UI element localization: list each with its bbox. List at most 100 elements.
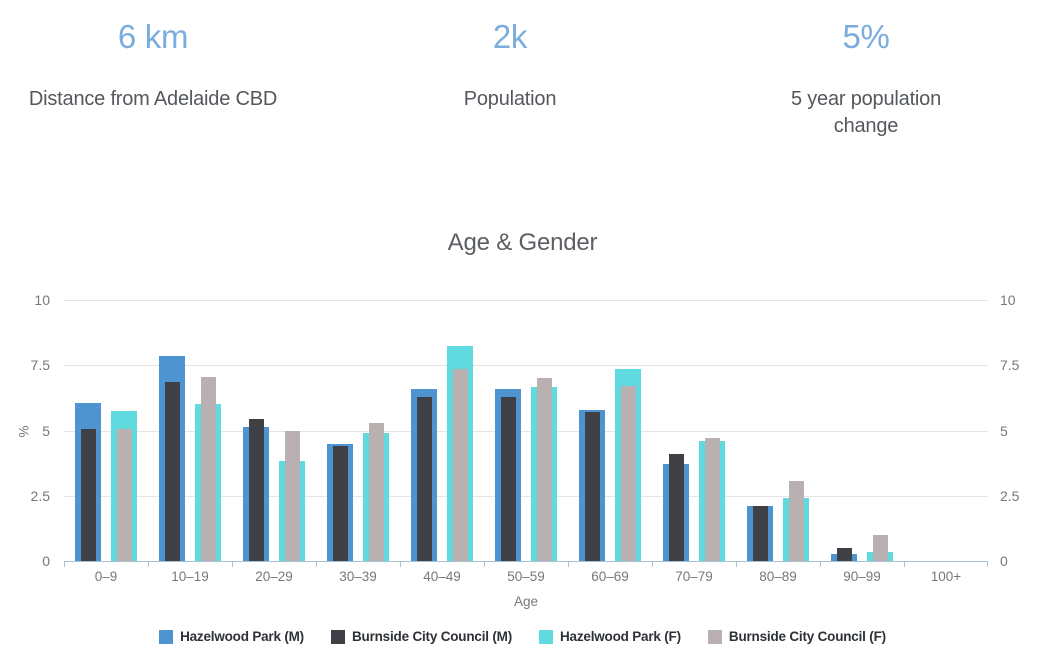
gridline-5 bbox=[64, 430, 988, 432]
bar-cluster-20-29 bbox=[243, 300, 269, 561]
gridline-7.5 bbox=[64, 365, 988, 367]
bar-cluster-40-49 bbox=[411, 300, 437, 561]
stat-population-label: Population bbox=[463, 88, 557, 110]
bar-burnside-city-council-f-0-9[interactable] bbox=[116, 429, 132, 561]
x-category-label-40-49: 40–49 bbox=[423, 569, 461, 584]
stat-population-change-label: 5 year population change bbox=[790, 88, 942, 137]
stat-population-value: 2k bbox=[492, 18, 528, 55]
stat-distance: 6 km Distance from Adelaide CBD bbox=[0, 18, 306, 113]
x-axis-tick bbox=[820, 561, 821, 567]
bar-burnside-city-council-m-0-9[interactable] bbox=[80, 429, 96, 561]
y-tick-label-right: 0 bbox=[1000, 553, 1008, 569]
bar-cluster-50-59 bbox=[531, 300, 557, 561]
bar-burnside-city-council-f-30-39[interactable] bbox=[368, 422, 384, 561]
y-tick-label-left: 5 bbox=[42, 422, 50, 439]
x-axis-tick bbox=[987, 561, 988, 567]
bar-burnside-city-council-f-90-99[interactable] bbox=[872, 534, 888, 561]
legend-swatch-hazelwood-park-f bbox=[538, 629, 553, 644]
bar-cluster-60-69 bbox=[615, 300, 641, 561]
bar-cluster-30-39 bbox=[363, 300, 389, 561]
legend-label-hazelwood-park-f: Hazelwood Park (F) bbox=[559, 629, 681, 644]
bar-cluster-60-69 bbox=[579, 300, 605, 561]
chart-legend: Hazelwood Park (M) Burnside City Council … bbox=[0, 629, 1045, 644]
bar-cluster-100 bbox=[915, 300, 941, 561]
bar-cluster-30-39 bbox=[327, 300, 353, 561]
age-gender-chart-plot: 0 0 2.5 2.5 5 5 7.5 7.5 10 10 bbox=[31, 293, 1020, 568]
age-group-50-59 bbox=[484, 300, 568, 561]
bar-burnside-city-council-f-50-59[interactable] bbox=[536, 378, 552, 561]
bar-cluster-70-79 bbox=[663, 300, 689, 561]
bar-burnside-city-council-m-30-39[interactable] bbox=[332, 446, 348, 561]
legend-item-hazelwood-park-f[interactable]: Hazelwood Park (F) bbox=[538, 629, 681, 644]
age-group-10-19 bbox=[148, 300, 232, 561]
bar-burnside-city-council-m-70-79[interactable] bbox=[668, 454, 684, 561]
bar-burnside-city-council-f-60-69[interactable] bbox=[620, 386, 636, 561]
y-tick-label-left: 0 bbox=[42, 553, 50, 569]
bar-cluster-10-19 bbox=[195, 300, 221, 561]
y-tick-label-left: 2.5 bbox=[30, 487, 50, 504]
legend-swatch-burnside-city-council-f bbox=[707, 629, 722, 644]
bar-burnside-city-council-m-60-69[interactable] bbox=[584, 412, 600, 561]
y-tick-label-left: 10 bbox=[34, 292, 50, 308]
x-category-label-30-39: 30–39 bbox=[339, 569, 377, 584]
gridline-2.5 bbox=[64, 495, 988, 497]
age-group-30-39 bbox=[316, 300, 400, 561]
legend-item-burnside-city-council-f[interactable]: Burnside City Council (F) bbox=[707, 629, 886, 644]
bar-cluster-40-49 bbox=[447, 300, 473, 561]
bar-burnside-city-council-f-10-19[interactable] bbox=[200, 377, 216, 561]
x-category-label-100: 100+ bbox=[930, 569, 962, 584]
stat-distance-value: 6 km bbox=[117, 18, 189, 55]
x-category-label-90-99: 90–99 bbox=[843, 569, 881, 584]
bar-burnside-city-council-f-40-49[interactable] bbox=[452, 369, 468, 561]
gridline-10 bbox=[64, 300, 988, 301]
x-category-label-60-69: 60–69 bbox=[591, 569, 629, 584]
x-axis-tick bbox=[148, 561, 149, 567]
bar-cluster-50-59 bbox=[495, 300, 521, 561]
bar-burnside-city-council-m-90-99[interactable] bbox=[836, 547, 852, 561]
age-group-60-69 bbox=[568, 300, 652, 561]
bar-cluster-90-99 bbox=[831, 300, 857, 561]
x-axis-tick bbox=[652, 561, 653, 567]
legend-item-burnside-city-council-m[interactable]: Burnside City Council (M) bbox=[330, 629, 512, 644]
bar-burnside-city-council-f-20-29[interactable] bbox=[284, 430, 300, 561]
y-axis-title: % bbox=[16, 425, 32, 438]
bar-burnside-city-council-m-10-19[interactable] bbox=[164, 382, 180, 561]
legend-label-burnside-city-council-m: Burnside City Council (M) bbox=[351, 629, 512, 644]
stat-population: 2k Population bbox=[330, 18, 690, 113]
x-axis-title: Age bbox=[513, 594, 539, 609]
legend-label-hazelwood-park-m: Hazelwood Park (M) bbox=[180, 629, 304, 644]
bar-cluster-0-9 bbox=[111, 300, 137, 561]
x-category-label-80-89: 80–89 bbox=[759, 569, 797, 584]
bar-cluster-80-89 bbox=[783, 300, 809, 561]
bar-burnside-city-council-m-20-29[interactable] bbox=[248, 418, 264, 561]
x-category-label-10-19: 10–19 bbox=[171, 569, 209, 584]
age-group-40-49 bbox=[400, 300, 484, 561]
y-tick-label-right: 7.5 bbox=[1000, 357, 1020, 374]
x-category-label-20-29: 20–29 bbox=[255, 569, 293, 584]
bar-burnside-city-council-m-80-89[interactable] bbox=[752, 506, 768, 561]
age-group-90-99 bbox=[820, 300, 904, 561]
age-group-0-9 bbox=[64, 300, 148, 561]
x-axis-tick bbox=[568, 561, 569, 567]
x-category-label-0-9: 0–9 bbox=[94, 569, 118, 584]
bar-cluster-80-89 bbox=[747, 300, 773, 561]
bar-burnside-city-council-f-80-89[interactable] bbox=[788, 481, 804, 561]
bar-burnside-city-council-m-40-49[interactable] bbox=[416, 396, 432, 561]
stat-population-change-value: 5% bbox=[842, 18, 890, 55]
bar-cluster-90-99 bbox=[867, 300, 893, 561]
x-axis-tick bbox=[736, 561, 737, 567]
bar-cluster-10-19 bbox=[159, 300, 185, 561]
x-axis-tick bbox=[64, 561, 65, 567]
chart-title: Age & Gender bbox=[447, 229, 598, 256]
legend-item-hazelwood-park-m[interactable]: Hazelwood Park (M) bbox=[159, 629, 304, 644]
bar-cluster-20-29 bbox=[279, 300, 305, 561]
bar-cluster-100 bbox=[951, 300, 977, 561]
age-group-20-29 bbox=[232, 300, 316, 561]
age-group-100 bbox=[904, 300, 988, 561]
bar-burnside-city-council-m-50-59[interactable] bbox=[500, 396, 516, 561]
bar-burnside-city-council-f-70-79[interactable] bbox=[704, 438, 720, 561]
legend-swatch-burnside-city-council-m bbox=[330, 629, 345, 644]
age-group-70-79 bbox=[652, 300, 736, 561]
bar-cluster-70-79 bbox=[699, 300, 725, 561]
